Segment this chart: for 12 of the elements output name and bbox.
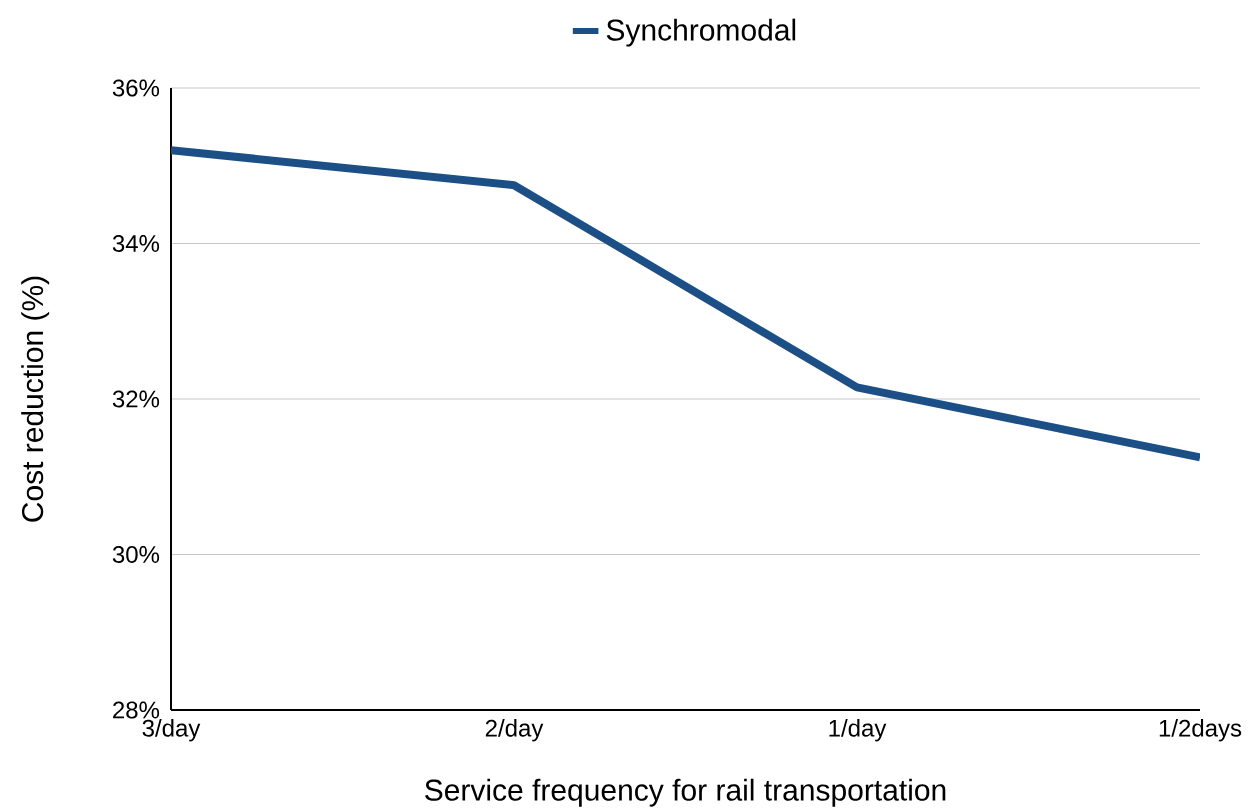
y-tick-label: 32% bbox=[112, 390, 160, 408]
x-tick-label: 2/day bbox=[485, 719, 544, 742]
y-axis-title: Cost reduction (%) bbox=[21, 276, 50, 522]
y-tick-label: 36% bbox=[112, 79, 160, 97]
x-axis-title: Service frequency for rail transportation bbox=[425, 778, 946, 807]
x-tick-label: 1/day bbox=[829, 719, 887, 742]
x-tick-label: 3/day bbox=[142, 719, 201, 742]
legend-label: Synchromodal bbox=[606, 18, 796, 47]
x-tick-label: 1/2days bbox=[1159, 719, 1242, 742]
y-tick-label: 34% bbox=[112, 235, 160, 252]
y-tick-label: 30% bbox=[112, 546, 160, 563]
y-tick-label: 28% bbox=[113, 701, 160, 719]
